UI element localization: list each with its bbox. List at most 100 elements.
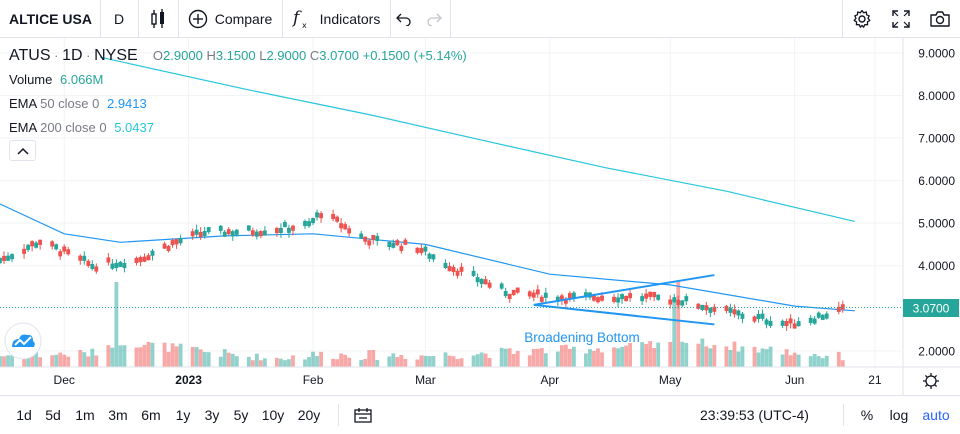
ema200-label: EMA: [9, 120, 37, 135]
time-tick-label: Dec: [54, 373, 75, 387]
divider: [843, 404, 844, 426]
candle-body: [30, 241, 35, 247]
volume-bar: [475, 354, 480, 367]
candle-body: [262, 230, 267, 236]
candle-body: [503, 290, 508, 297]
clock-timezone[interactable]: 23:39:53 (UTC-4): [700, 407, 809, 423]
candle-body: [54, 244, 59, 250]
log-scale-toggle[interactable]: log: [889, 407, 909, 423]
candle-body: [704, 305, 709, 311]
range-1m-button[interactable]: 1m: [75, 407, 95, 423]
volume-bar: [648, 341, 653, 367]
symbol-search-button[interactable]: ALTICE USA: [9, 11, 92, 27]
gear-icon: [925, 375, 937, 387]
candle-body: [507, 293, 512, 300]
price-tick-label: 6.0000: [918, 174, 955, 188]
candle-body: [86, 260, 91, 266]
ema50-legend[interactable]: EMA 50 close 0 2.9413: [9, 96, 147, 111]
volume-bar: [250, 360, 255, 367]
volume-bar: [431, 356, 436, 367]
snapshot-button[interactable]: [920, 0, 960, 38]
volume-bar: [483, 353, 488, 367]
volume-bar: [756, 352, 761, 367]
candle-body: [198, 231, 203, 238]
candle-body: [840, 304, 845, 310]
volume-bar: [291, 355, 295, 367]
volume-legend[interactable]: Volume 6.066M: [9, 72, 103, 87]
range-5d-button[interactable]: 5d: [45, 407, 61, 423]
volume-bar: [254, 353, 259, 367]
settings-button[interactable]: [842, 0, 882, 38]
range-3m-button[interactable]: 3m: [108, 407, 128, 423]
range-10y-button[interactable]: 10y: [261, 407, 285, 423]
volume-bar: [419, 355, 424, 367]
volume-bar: [279, 358, 283, 367]
candle-body: [367, 240, 372, 246]
redo-button[interactable]: [418, 0, 450, 38]
range-1y-button[interactable]: 1y: [175, 407, 191, 423]
candle-body: [455, 270, 460, 276]
candle-body: [114, 262, 119, 269]
volume-bar: [612, 347, 616, 367]
volume-bar: [572, 346, 576, 367]
legend-symbol[interactable]: ATUS: [9, 47, 51, 64]
candle-body: [820, 314, 825, 320]
candle-body: [307, 221, 311, 227]
fullscreen-button[interactable]: [882, 0, 920, 38]
percent-scale-toggle[interactable]: %: [860, 407, 874, 423]
chart-type-button[interactable]: [138, 0, 178, 38]
volume-bar: [732, 341, 737, 367]
volume-bar: [246, 356, 251, 367]
volume-bar: [644, 344, 649, 367]
candle-body: [319, 213, 323, 219]
volume-bar: [122, 345, 127, 367]
price-tick-label: 7.0000: [918, 132, 955, 146]
logo-icon[interactable]: [4, 322, 42, 360]
volume-bar: [535, 348, 540, 367]
interval-button[interactable]: D: [113, 11, 125, 27]
symbol-legend: ATUS · 1D · NYSE O2.9000 H3.1500 L2.9000…: [9, 47, 467, 65]
candle-body: [483, 279, 488, 285]
volume-bar: [600, 352, 604, 367]
compare-button[interactable]: Compare: [178, 0, 282, 38]
ema50-params: 50 close 0: [40, 96, 100, 111]
undo-button[interactable]: [390, 0, 418, 38]
ema200-legend[interactable]: EMA 200 close 0 5.0437: [9, 120, 154, 135]
candle-body: [10, 254, 14, 260]
price-chart[interactable]: Broadening Bottom 9.0000 8.0000 7.0000 6.00…: [0, 38, 960, 395]
range-20y-button[interactable]: 20y: [297, 407, 321, 423]
grid: [0, 38, 903, 367]
time-tick-label: May: [659, 373, 682, 387]
indicators-button[interactable]: f x Indicators: [282, 0, 390, 38]
volume-bar: [816, 356, 821, 367]
range-5y-button[interactable]: 5y: [233, 407, 249, 423]
range-1d-button[interactable]: 1d: [16, 407, 32, 423]
time-axis-settings-button[interactable]: [923, 373, 939, 389]
candle-body: [531, 292, 536, 298]
volume-bar: [740, 346, 745, 367]
price-axis[interactable]: 9.0000 8.0000 7.0000 6.0000 5.0000 4.0000 2.00…: [918, 46, 955, 358]
date-range-button[interactable]: [347, 396, 379, 434]
range-3y-button[interactable]: 3y: [204, 407, 220, 423]
volume-bar: [567, 348, 572, 367]
volume-bar: [94, 355, 99, 367]
candle-body: [391, 242, 396, 248]
volume-bars: [0, 282, 845, 367]
volume-bar: [527, 355, 532, 367]
range-6m-button[interactable]: 6m: [141, 407, 161, 423]
legend-dot: ·: [86, 48, 95, 63]
volume-bar: [704, 346, 709, 367]
volume-bar: [226, 352, 231, 367]
volume-bar: [283, 360, 287, 367]
bottom-toolbar: 1d 5d 1m 3m 6m 1y 3y 5y 10y 20y 23:39:53…: [0, 395, 960, 433]
auto-scale-toggle[interactable]: auto: [922, 407, 950, 423]
collapse-legend-button[interactable]: [9, 140, 36, 161]
volume-bar: [166, 351, 171, 367]
candle-body: [226, 229, 231, 235]
time-axis[interactable]: Dec 2023 Feb Mar Apr May Jun 21: [54, 373, 882, 387]
divider: [390, 0, 391, 38]
candle-body: [106, 257, 111, 263]
ema200-params: 200 close 0: [40, 120, 107, 135]
camera-icon: [930, 11, 950, 27]
volume-bar: [628, 343, 632, 367]
